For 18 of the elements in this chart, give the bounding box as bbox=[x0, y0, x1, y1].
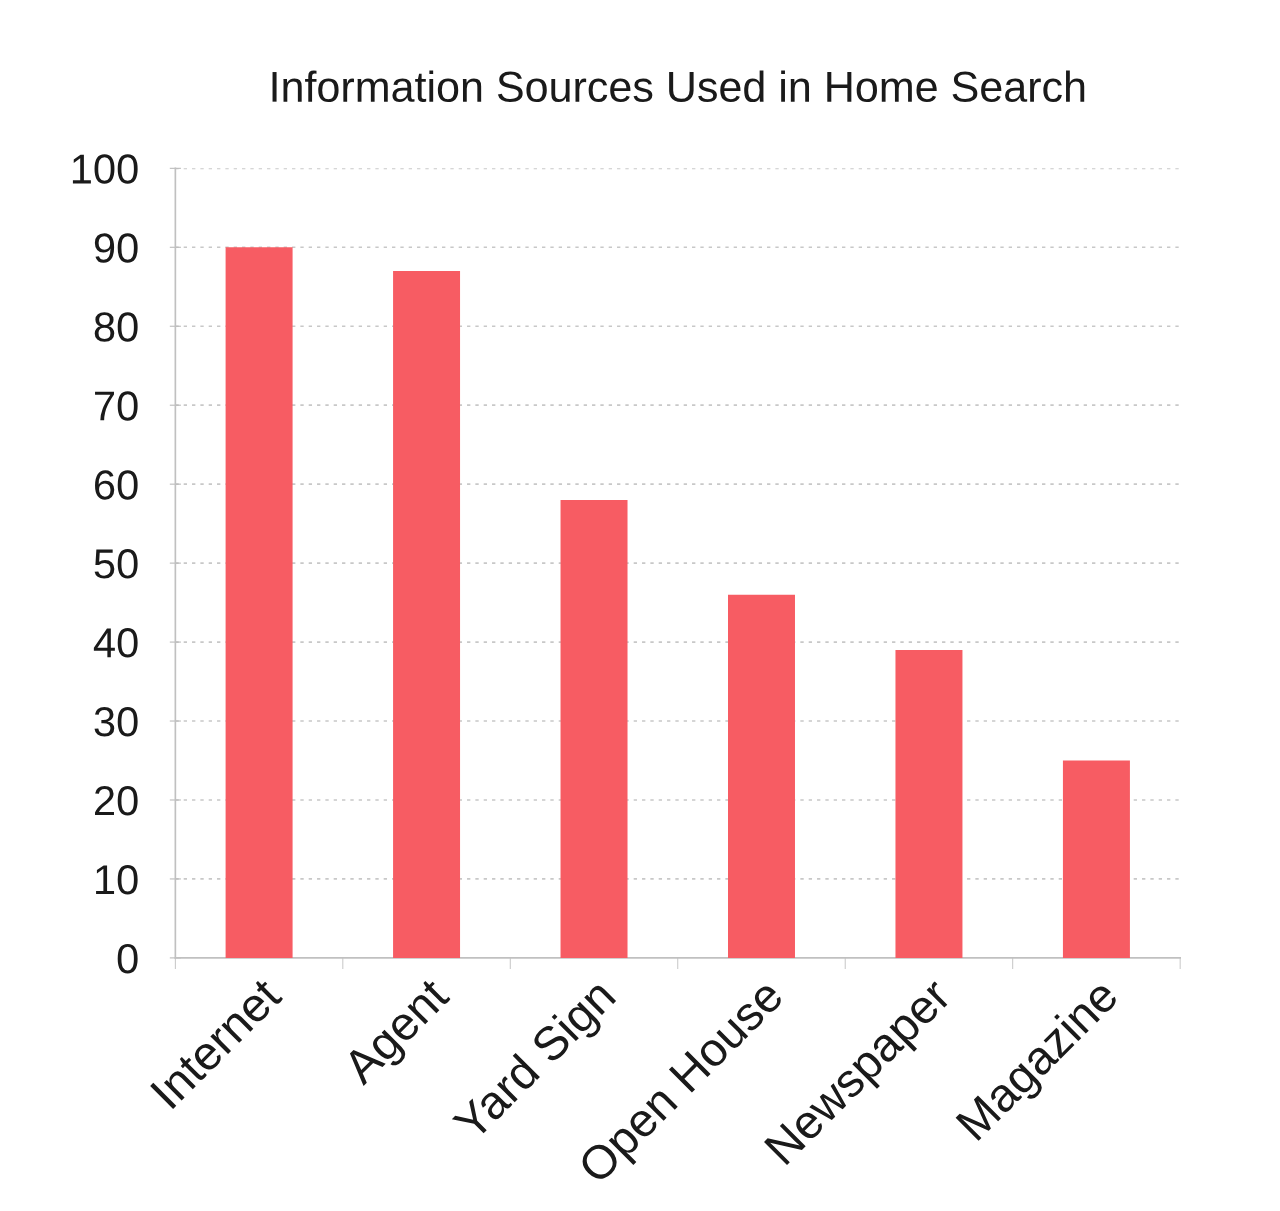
y-tick-label: 20 bbox=[95, 785, 138, 816]
y-tick-label: 90 bbox=[94, 233, 138, 263]
y-tick-label: 50 bbox=[94, 549, 138, 579]
y-tick-label: 80 bbox=[94, 312, 138, 342]
y-tick-label: 10 bbox=[96, 864, 138, 895]
y-tick-label: 0 bbox=[117, 943, 138, 974]
bar bbox=[393, 270, 461, 958]
y-tick-label: 30 bbox=[94, 707, 138, 737]
y-tick-label: 40 bbox=[93, 628, 138, 658]
bar bbox=[225, 247, 293, 958]
bar bbox=[728, 594, 795, 958]
y-tick-label: 100 bbox=[72, 154, 138, 184]
chart-title: Information Sources Used in Home Search bbox=[272, 70, 1085, 103]
bar bbox=[1062, 760, 1130, 958]
bar bbox=[560, 499, 628, 958]
bar bbox=[895, 649, 963, 958]
y-tick-label: 60 bbox=[95, 470, 138, 500]
y-tick-label: 70 bbox=[95, 391, 138, 421]
